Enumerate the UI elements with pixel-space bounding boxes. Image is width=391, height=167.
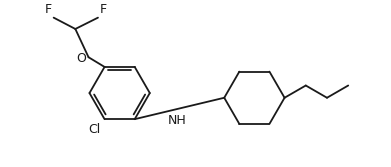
Text: Cl: Cl <box>88 123 101 136</box>
Text: F: F <box>100 3 107 16</box>
Text: F: F <box>45 3 52 16</box>
Text: O: O <box>76 52 86 65</box>
Text: NH: NH <box>168 114 187 127</box>
